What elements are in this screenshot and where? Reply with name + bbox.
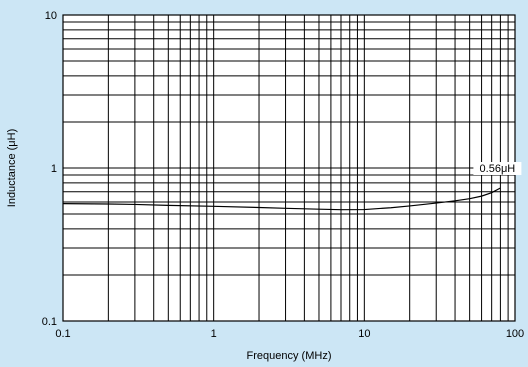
y-tick-label: 0.1 bbox=[42, 316, 57, 328]
tick-labels: 0.1 1 10 100 0.1 1 10 bbox=[42, 10, 524, 340]
x-tick-label: 1 bbox=[211, 328, 217, 340]
y-axis-label: Inductance (μH) bbox=[6, 129, 18, 207]
x-tick-label: 10 bbox=[358, 328, 370, 340]
annotations: 0.56μH bbox=[473, 162, 522, 175]
annotation-background bbox=[473, 162, 522, 175]
x-axis-label: Frequency (MHz) bbox=[247, 350, 332, 362]
grid bbox=[63, 15, 515, 321]
y-tick-label: 1 bbox=[51, 163, 57, 175]
x-tick-label: 100 bbox=[506, 328, 524, 340]
x-tick-label: 0.1 bbox=[55, 328, 70, 340]
y-tick-label: 10 bbox=[45, 10, 57, 22]
annotation-label: 0.56μH bbox=[480, 163, 516, 175]
series-line bbox=[62, 187, 501, 211]
